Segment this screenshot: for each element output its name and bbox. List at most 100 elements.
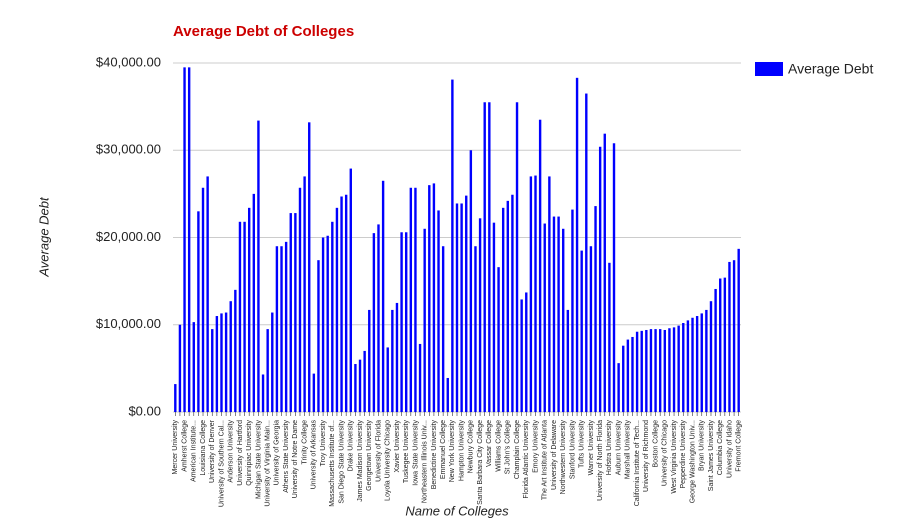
bar xyxy=(363,350,366,412)
bar xyxy=(506,200,509,412)
bar xyxy=(418,343,422,412)
x-tick-label: Williams College xyxy=(495,420,502,472)
bar xyxy=(709,301,713,412)
x-tick-label: American Institute... xyxy=(191,420,198,482)
bar xyxy=(386,347,389,412)
x-tick-label: California Institute of Tech... xyxy=(634,420,641,506)
bar xyxy=(257,120,260,413)
bar xyxy=(266,329,269,412)
x-tick-label: Benedictine University xyxy=(431,420,438,490)
bar xyxy=(686,320,690,412)
x-tick-label: Warner University xyxy=(588,420,595,476)
x-tick-label: Tufts University xyxy=(579,420,586,468)
bar xyxy=(308,122,311,412)
bar xyxy=(695,316,699,412)
bar xyxy=(575,77,579,413)
bar xyxy=(645,329,648,412)
x-tick-label: Marshall University xyxy=(625,420,632,480)
x-tick-label: Santa Barbara City College xyxy=(477,420,484,505)
bar xyxy=(335,207,339,412)
bar xyxy=(312,373,316,412)
bar xyxy=(552,216,556,412)
x-tick-label: Saint James University xyxy=(708,420,715,492)
x-tick-label: The Art Institute of Atlanta xyxy=(542,420,549,500)
x-tick-label: Hampton University xyxy=(458,420,465,482)
bar xyxy=(331,221,334,412)
x-tick-label: Mercer University xyxy=(172,420,179,475)
bar xyxy=(252,193,256,412)
bar xyxy=(238,221,242,412)
bar xyxy=(520,299,523,412)
x-axis-title: Name of Colleges xyxy=(405,503,509,518)
bar xyxy=(432,183,436,412)
bar xyxy=(469,150,473,412)
x-tick-label: University of Hartford xyxy=(237,420,244,486)
x-tick-label: Louisiana College xyxy=(200,420,207,476)
bar xyxy=(414,187,417,412)
bar xyxy=(192,322,195,412)
bar xyxy=(465,195,468,412)
bar xyxy=(732,260,736,412)
bar xyxy=(682,323,685,412)
x-tick-label: Pepperdine University xyxy=(680,420,687,489)
bar xyxy=(247,207,251,412)
x-tick-label: Fremont College xyxy=(736,420,743,472)
bar xyxy=(728,261,731,412)
bar xyxy=(515,102,519,412)
x-tick-label: Stanford University xyxy=(569,420,576,480)
bar xyxy=(409,187,413,412)
x-tick-label: Northeastern Illinois Univ... xyxy=(422,420,429,503)
x-tick-label: University of North Florida xyxy=(597,420,604,501)
bar xyxy=(391,309,394,412)
bar xyxy=(626,339,630,412)
x-tick-label: Tuskegee University xyxy=(403,420,410,484)
bar xyxy=(640,330,643,412)
x-tick-label: University of Virginia Main... xyxy=(265,420,272,507)
bar xyxy=(529,176,533,412)
x-tick-label: Xavier University xyxy=(394,420,401,473)
y-tick-label: $30,000.00 xyxy=(96,142,161,157)
x-tick-label: Florida Atlantic University xyxy=(523,420,530,499)
x-tick-label: University of Idaho xyxy=(726,420,733,478)
bar xyxy=(589,246,593,412)
bar xyxy=(405,232,408,412)
bar xyxy=(594,206,597,412)
bar xyxy=(622,345,625,412)
x-tick-label: Michigan State University xyxy=(255,420,262,499)
bar xyxy=(446,377,449,412)
bar xyxy=(280,246,283,412)
bar xyxy=(691,317,694,412)
bar xyxy=(437,210,440,412)
bar xyxy=(672,327,676,412)
bar xyxy=(557,216,560,412)
bar xyxy=(317,260,320,412)
x-tick-label: San Diego State University xyxy=(338,420,345,504)
bar xyxy=(492,222,496,412)
bar xyxy=(677,325,680,412)
x-tick-label: Emory University xyxy=(532,420,539,473)
bar xyxy=(344,194,348,412)
bar xyxy=(178,324,182,412)
x-tick-label: Boston College xyxy=(652,420,659,468)
bar xyxy=(543,223,546,412)
x-tick-label: Troy University xyxy=(320,420,327,467)
bar xyxy=(585,93,588,412)
chart-title: Average Debt of Colleges xyxy=(173,23,354,40)
y-tick-label: $0.00 xyxy=(128,403,161,418)
bar xyxy=(215,316,219,412)
bar xyxy=(598,146,602,412)
y-tick-label: $10,000.00 xyxy=(96,316,161,331)
bar xyxy=(220,313,223,412)
x-tick-label: West Virginia University xyxy=(671,420,678,494)
bar xyxy=(358,359,362,412)
bar xyxy=(571,209,574,412)
x-tick-label: University of Arkansas xyxy=(311,420,318,490)
x-tick-label: Trinity College xyxy=(301,420,308,465)
bar xyxy=(451,79,454,412)
x-tick-label: Anderson University xyxy=(228,420,235,483)
bar xyxy=(206,176,209,412)
x-tick-label: St John's College xyxy=(505,420,512,474)
bar xyxy=(340,196,343,412)
x-tick-label: University of Richmond xyxy=(643,420,650,492)
